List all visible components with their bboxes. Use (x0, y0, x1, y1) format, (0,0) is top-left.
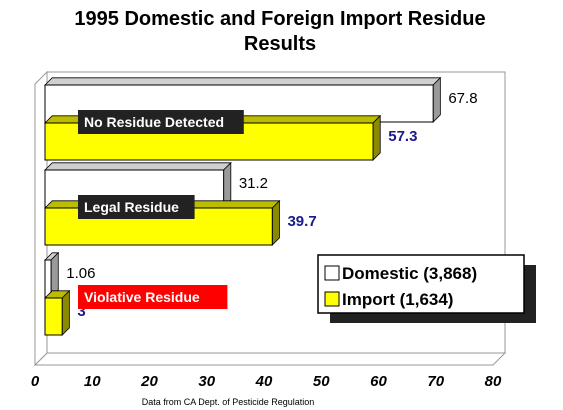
legend-entry-import: Import (1,634) (342, 290, 453, 309)
data-label-domestic-violative-residue: 1.06 (66, 265, 95, 282)
category-label-text: Violative Residue (84, 289, 200, 305)
legend-swatch-domestic (324, 265, 340, 281)
data-label-import-violative-residue: 3 (77, 303, 85, 320)
legend-entry-domestic: Domestic (3,868) (342, 264, 477, 283)
x-tick-label: 50 (313, 373, 330, 390)
x-tick-label: 0 (31, 373, 40, 390)
bar-domestic-no-residue-detected-side (432, 76, 441, 123)
bar-domestic-no-residue-detected-top (44, 77, 442, 86)
bar-import-violative-residue-side (61, 289, 70, 336)
bar-import-no-residue-detected-side (372, 114, 381, 161)
x-tick-label: 60 (370, 373, 387, 390)
legend-swatch-import (324, 291, 340, 307)
category-label-box (78, 285, 228, 309)
category-label-legal-residue: Legal Residue (78, 195, 195, 219)
category-label-violative-residue: Violative Residue (78, 285, 228, 309)
bar-import-violative-residue-front (44, 297, 63, 336)
legend: Domestic (3,868) Import (1,634) (317, 254, 536, 323)
category-label-text: No Residue Detected (84, 114, 224, 130)
x-tick-label: 30 (198, 373, 215, 390)
category-label-text: Legal Residue (84, 199, 179, 215)
bar-domestic-violative-residue (44, 251, 60, 298)
data-label-domestic-no-residue-detected: 67.8 (448, 90, 477, 107)
bar-domestic-violative-residue-side (50, 251, 59, 298)
x-tick-label: 40 (255, 373, 273, 390)
bar-import-violative-residue (44, 289, 71, 336)
x-tick-label: 70 (427, 373, 444, 390)
chart-title-line-2: Results (244, 33, 316, 55)
data-label-import-no-residue-detected: 57.3 (388, 128, 417, 145)
category-label-no-residue-detected: No Residue Detected (78, 110, 244, 134)
category-label-box (78, 110, 244, 134)
bar-import-legal-residue-side (271, 199, 280, 246)
source-note: Data from CA Dept. of Pesticide Regulati… (142, 397, 315, 407)
side-wall (34, 70, 48, 367)
chart-title-line-1: 1995 Domestic and Foreign Import Residue (74, 8, 485, 30)
legend-box (317, 254, 525, 314)
x-tick-label: 10 (84, 373, 101, 390)
x-tick-label: 20 (140, 373, 158, 390)
category-label-box (78, 195, 195, 219)
x-axis-ticks: 0 10 20 30 40 50 60 70 80 (31, 373, 502, 390)
x-tick-label: 80 (485, 373, 502, 390)
floor (33, 352, 507, 366)
data-label-domestic-legal-residue: 31.2 (239, 175, 268, 192)
bar-domestic-violative-residue-front (44, 259, 52, 298)
data-label-import-legal-residue: 39.7 (287, 213, 316, 230)
bar-domestic-legal-residue-side (223, 161, 232, 208)
bar-domestic-legal-residue-top (44, 162, 232, 171)
plot-area: 67.8 57.3 No Residue Detected 31.2 39.7 Legal… (33, 70, 507, 367)
